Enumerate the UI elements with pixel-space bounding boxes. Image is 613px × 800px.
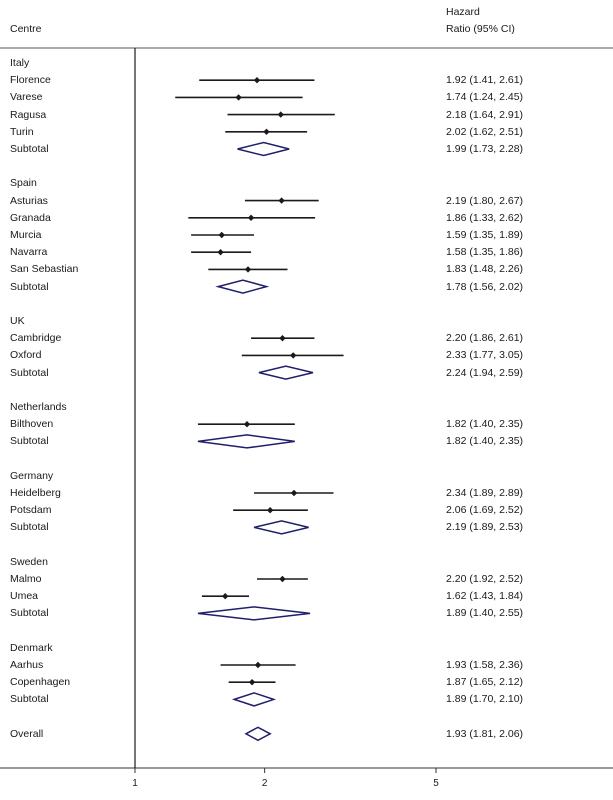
- hazard-ratio-header-line2: Ratio (95% CI): [446, 23, 515, 35]
- study-hr-text: 1.86 (1.33, 2.62): [446, 211, 524, 224]
- group-heading: Netherlands: [10, 401, 67, 413]
- study-label: Turin: [10, 125, 34, 138]
- study-hr-text: 1.83 (1.48, 2.26): [446, 263, 524, 276]
- study-label: San Sebastian: [10, 263, 79, 276]
- overall-label: Overall: [10, 727, 44, 740]
- point-estimate: [253, 77, 261, 84]
- x-tick-label-5: 5: [433, 778, 439, 789]
- point-estimate: [244, 266, 252, 273]
- study-hr-text: 2.19 (1.80, 2.67): [446, 194, 524, 207]
- point-estimate: [217, 249, 224, 256]
- study-label: Malmo: [10, 573, 42, 585]
- study-label: Murcia: [10, 229, 42, 241]
- group-heading: Sweden: [10, 555, 48, 568]
- study-label: Bilthoven: [10, 418, 54, 431]
- overall-diamond: [244, 726, 272, 742]
- study-label: Copenhagen: [10, 676, 71, 689]
- study-hr-text: 2.18 (1.64, 2.91): [446, 108, 524, 121]
- point-estimate: [263, 128, 270, 135]
- x-tick-label-1: 1: [132, 778, 138, 789]
- study-hr-text: 1.82 (1.40, 2.35): [446, 418, 524, 431]
- study-label: Navarra: [10, 246, 48, 259]
- point-estimate: [235, 94, 242, 101]
- point-estimate: [279, 335, 286, 342]
- overall-hr-text: 1.93 (1.81, 2.06): [446, 727, 524, 740]
- study-hr-text: 1.92 (1.41, 2.61): [446, 74, 524, 87]
- subtotal-hr-text: 2.19 (1.89, 2.53): [446, 521, 524, 534]
- group-heading: Italy: [10, 57, 30, 69]
- subtotal-hr-text: 1.89 (1.40, 2.55): [446, 607, 524, 620]
- study-label: Florence: [10, 74, 51, 87]
- study-label: Granada: [10, 211, 51, 224]
- subtotal-hr-text: 1.89 (1.70, 2.10): [446, 693, 524, 706]
- point-estimate: [290, 489, 298, 497]
- subtotal-label: Subtotal: [10, 693, 49, 706]
- study-hr-text: 1.62 (1.43, 1.84): [446, 590, 524, 603]
- subtotal-diamond: [237, 141, 290, 157]
- subtotal-label: Subtotal: [10, 521, 49, 534]
- study-hr-text: 2.33 (1.77, 3.05): [446, 349, 524, 362]
- subtotal-label: Subtotal: [10, 366, 49, 379]
- subtotal-hr-text: 1.99 (1.73, 2.28): [446, 143, 524, 155]
- subtotal-hr-text: 1.82 (1.40, 2.35): [446, 435, 524, 448]
- subtotal-label: Subtotal: [10, 435, 49, 448]
- point-estimate: [266, 507, 274, 514]
- subtotal-diamond: [215, 279, 270, 294]
- study-hr-text: 1.58 (1.35, 1.86): [446, 246, 524, 259]
- point-estimate: [254, 661, 262, 669]
- subtotal-diamond: [197, 606, 311, 621]
- study-hr-text: 1.74 (1.24, 2.45): [446, 91, 524, 104]
- subtotal-label: Subtotal: [10, 280, 49, 293]
- study-label: Ragusa: [10, 108, 47, 121]
- study-hr-text: 1.87 (1.65, 2.12): [446, 676, 524, 689]
- point-estimate: [279, 575, 286, 583]
- study-hr-text: 2.06 (1.69, 2.52): [446, 504, 524, 517]
- point-estimate: [278, 197, 285, 204]
- study-hr-text: 2.20 (1.92, 2.52): [446, 573, 524, 585]
- point-estimate: [222, 593, 229, 600]
- subtotal-diamond: [253, 520, 309, 535]
- study-label: Aarhus: [10, 659, 44, 671]
- point-estimate: [248, 679, 256, 686]
- study-hr-text: 2.20 (1.86, 2.61): [446, 332, 524, 345]
- point-estimate: [277, 111, 284, 118]
- subtotal-hr-text: 2.24 (1.94, 2.59): [446, 366, 524, 379]
- subtotal-diamond: [258, 365, 314, 380]
- centre-column-header: Centre: [10, 23, 42, 35]
- group-heading: UK: [10, 315, 25, 327]
- study-hr-text: 2.34 (1.89, 2.89): [446, 487, 524, 499]
- study-label: Asturias: [10, 194, 48, 207]
- x-tick-label-2: 2: [262, 778, 268, 789]
- group-heading: Spain: [10, 177, 37, 190]
- group-heading: Germany: [10, 469, 54, 482]
- study-hr-text: 2.02 (1.62, 2.51): [446, 125, 524, 138]
- point-estimate: [218, 231, 225, 239]
- subtotal-diamond: [231, 692, 277, 707]
- subtotal-diamond: [197, 434, 295, 449]
- point-estimate: [247, 214, 255, 221]
- study-label: Varese: [10, 91, 43, 104]
- study-label: Oxford: [10, 349, 42, 362]
- group-heading: Denmark: [10, 641, 53, 654]
- hazard-ratio-header-line1: Hazard: [446, 6, 480, 18]
- study-hr-text: 1.93 (1.58, 2.36): [446, 659, 524, 671]
- subtotal-label: Subtotal: [10, 607, 49, 620]
- study-label: Potsdam: [10, 504, 52, 517]
- study-label: Heidelberg: [10, 487, 61, 499]
- study-label: Umea: [10, 590, 39, 603]
- study-hr-text: 1.59 (1.35, 1.89): [446, 229, 524, 241]
- study-label: Cambridge: [10, 332, 62, 345]
- subtotal-hr-text: 1.78 (1.56, 2.02): [446, 280, 524, 293]
- point-estimate: [289, 352, 297, 359]
- subtotal-label: Subtotal: [10, 143, 49, 155]
- point-estimate: [243, 421, 251, 428]
